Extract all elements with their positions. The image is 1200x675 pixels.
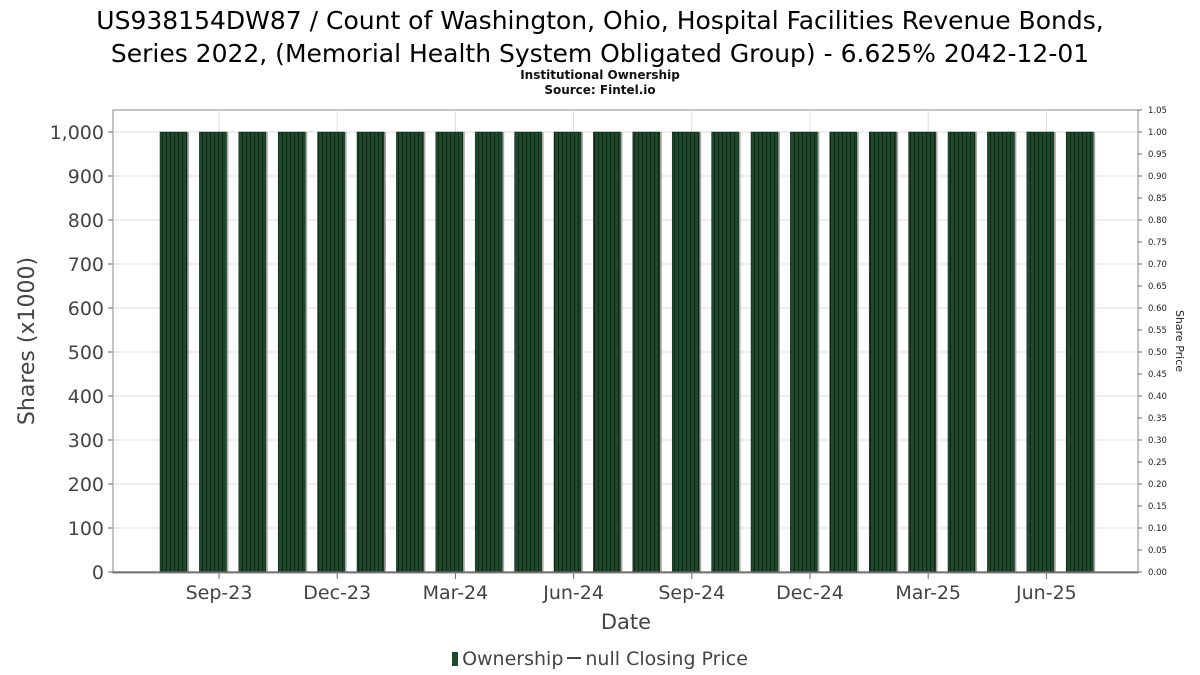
ownership-bar: [474, 131, 503, 573]
y2-tick-label: 0.15: [1148, 502, 1167, 512]
y2-tick-label: 0.35: [1148, 414, 1167, 424]
y2-tick-label: 0.60: [1148, 304, 1167, 314]
x-axis-label: Date: [601, 610, 651, 634]
y-tick-label: 300: [68, 430, 104, 452]
y2-tick-label: 0.80: [1148, 216, 1167, 226]
ownership-bar: [593, 131, 621, 573]
legend: Ownership null Closing Price: [0, 648, 1200, 670]
ownership-bar: [790, 131, 818, 573]
y2-tick-label: 0.40: [1148, 392, 1167, 402]
chart-title: US938154DW87 / Count of Washington, Ohio…: [0, 4, 1200, 70]
y2-tick-label: 0.50: [1148, 348, 1167, 358]
ownership-bar: [238, 131, 267, 573]
y-tick-label: 1,000: [50, 122, 104, 144]
y2-tick-label: 0.95: [1148, 150, 1167, 160]
x-tick-label: Mar-25: [895, 582, 961, 604]
x-tick-label: Dec-24: [776, 582, 844, 604]
chart-subtitle-line-1: Institutional Ownership: [520, 68, 680, 82]
y2-tick-label: 0.85: [1148, 194, 1167, 204]
x-tick-label: Jun-25: [1015, 582, 1077, 604]
bars: [159, 131, 1096, 573]
ownership-bar: [553, 131, 582, 573]
y2-tick-label: 0.10: [1148, 524, 1167, 534]
x-tick-label: Jun-24: [542, 582, 604, 604]
chart-title-line-1: US938154DW87 / Count of Washington, Ohio…: [96, 6, 1104, 35]
y2-tick-label: 0.70: [1148, 260, 1167, 270]
ownership-bar: [908, 131, 936, 573]
ownership-bar: [671, 131, 700, 573]
x-tick-label: Mar-24: [423, 582, 489, 604]
y-tick-label: 0: [92, 562, 104, 584]
y-tick-label: 700: [68, 254, 104, 276]
legend-ownership-swatch: [452, 652, 459, 666]
ownership-bar: [1065, 131, 1094, 573]
ownership-bar: [829, 131, 858, 573]
y-tick-label: 100: [68, 518, 104, 540]
y-tick-label: 900: [68, 166, 104, 188]
y2-tick-label: 1.00: [1148, 128, 1167, 138]
y2-tick-label: 1.05: [1148, 106, 1167, 116]
ownership-bar: [987, 131, 1015, 573]
ownership-bar: [750, 131, 779, 573]
y-tick-label: 400: [68, 386, 104, 408]
y-tick-label: 200: [68, 474, 104, 496]
ownership-bar: [396, 131, 424, 573]
legend-ownership-label: Ownership: [462, 648, 564, 670]
y2-tick-label: 0.00: [1148, 568, 1167, 578]
ownership-bar: [435, 131, 464, 573]
y2-tick-label: 0.75: [1148, 238, 1167, 248]
ownership-bar: [711, 131, 739, 573]
x-tick-label: Sep-23: [186, 582, 253, 604]
ownership-bar: [277, 131, 306, 573]
x-tick-label: Dec-23: [303, 582, 371, 604]
y2-tick-label: 0.20: [1148, 480, 1167, 490]
y2-tick-label: 0.05: [1148, 546, 1167, 556]
ownership-bar: [947, 131, 976, 573]
y2-tick-label: 0.25: [1148, 458, 1167, 468]
ownership-bar: [632, 131, 661, 573]
ownership-bar: [1026, 131, 1055, 573]
ownership-bar: [159, 131, 188, 573]
y2-axis: 0.00 0.05 0.10 0.15 0.20 0.25 0.30 0.35 0.40 0.45…: [1138, 106, 1167, 578]
y2-tick-label: 0.65: [1148, 282, 1167, 292]
x-tick-label: Sep-24: [658, 582, 725, 604]
ownership-bar: [199, 131, 227, 573]
ownership-bar: [356, 131, 385, 573]
y-axis-label: Shares (x1000): [15, 257, 40, 425]
chart-subtitle: Institutional Ownership Source: Fintel.i…: [0, 68, 1200, 98]
y2-tick-label: 0.30: [1148, 436, 1167, 446]
y2-axis-label: Share Price: [1173, 310, 1186, 372]
y2-tick-label: 0.45: [1148, 370, 1167, 380]
ownership-bar: [317, 131, 345, 573]
y2-tick-label: 0.90: [1148, 172, 1167, 182]
ownership-bar: [868, 131, 897, 573]
chart-subtitle-line-2: Source: Fintel.io: [544, 83, 656, 97]
y-tick-label: 600: [68, 298, 104, 320]
ownership-bar: [514, 131, 542, 573]
legend-price-swatch: [567, 657, 582, 659]
legend-price-label: null Closing Price: [585, 648, 748, 670]
y-axis: 0 100 200 300 400 500 600 700 800 900 1,000: [50, 122, 113, 584]
x-axis: Sep-23 Dec-23 Mar-24 Jun-24 Sep-24 Dec-24 Mar-…: [113, 571, 1138, 604]
chart-title-line-2: Series 2022, (Memorial Health System Obl…: [110, 39, 1090, 68]
y-tick-label: 800: [68, 210, 104, 232]
y2-tick-label: 0.55: [1148, 326, 1167, 336]
y-tick-label: 500: [68, 342, 104, 364]
